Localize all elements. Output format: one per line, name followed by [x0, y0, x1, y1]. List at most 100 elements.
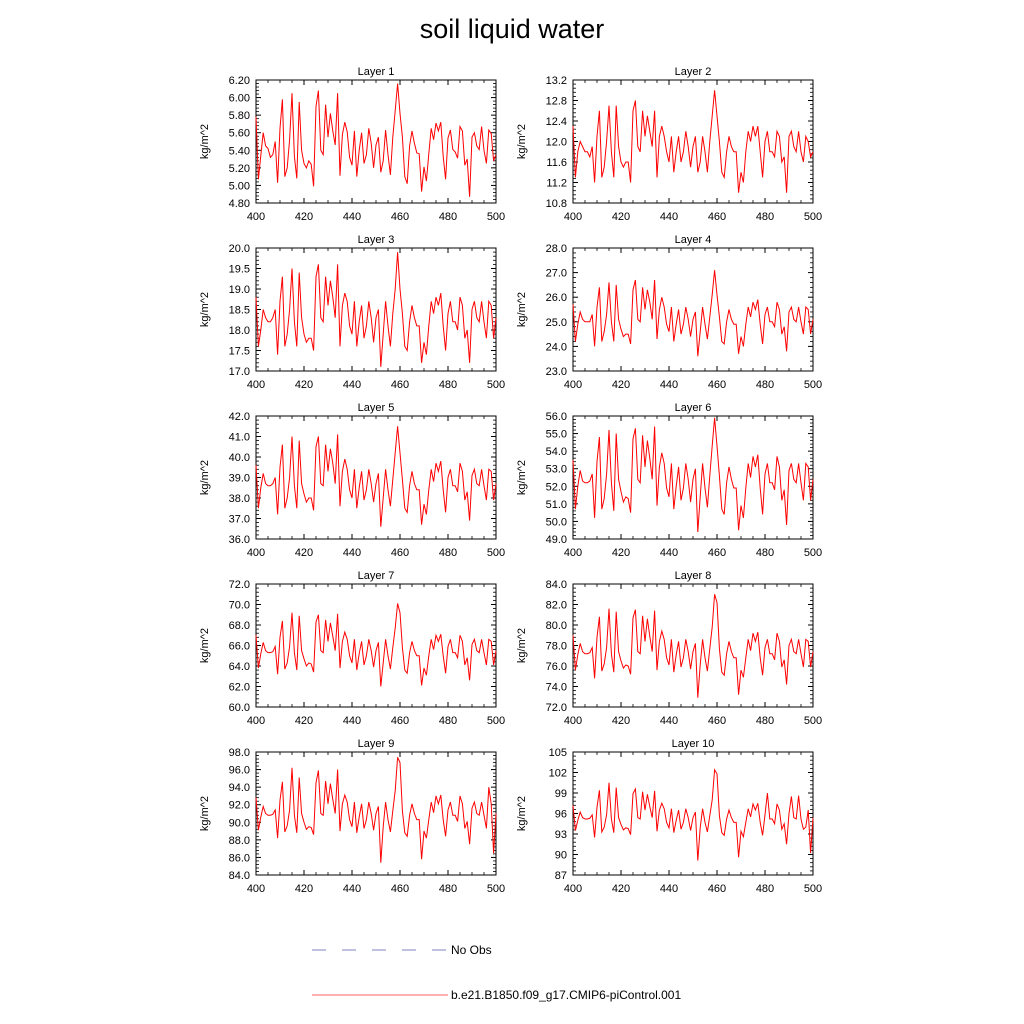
- x-tick-label: 420: [612, 547, 630, 559]
- y-tick-label: 72.0: [229, 579, 250, 591]
- y-tick-label: 42.0: [229, 411, 250, 423]
- y-tick-label: 24.0: [546, 341, 567, 353]
- y-tick-label: 92.0: [229, 800, 250, 812]
- y-tick-label: 5.20: [229, 163, 250, 175]
- panel-title: Layer 5: [358, 402, 395, 414]
- y-tick-label: 80.0: [546, 620, 567, 632]
- panel-8: Layer 8 72.0 74.0 76.0 78.0 80.0 82.0 84.0 400 42…: [516, 570, 822, 727]
- series-line: [572, 594, 814, 698]
- series-line: [255, 603, 497, 687]
- y-tick-label: 49.0: [546, 534, 567, 546]
- x-tick-label: 440: [660, 715, 678, 727]
- y-tick-label: 25.0: [546, 317, 567, 329]
- y-axis-label: kg/m^2: [199, 796, 211, 831]
- y-tick-label: 62.0: [229, 682, 250, 694]
- x-tick-label: 440: [343, 211, 361, 223]
- y-tick-label: 52.0: [546, 481, 567, 493]
- x-tick-label: 500: [487, 883, 505, 895]
- x-tick-label: 460: [391, 715, 409, 727]
- x-tick-label: 400: [247, 211, 265, 223]
- x-tick-label: 420: [295, 547, 313, 559]
- x-tick-label: 500: [487, 547, 505, 559]
- x-tick-label: 460: [391, 883, 409, 895]
- x-tick-label: 480: [439, 715, 457, 727]
- y-tick-label: 98.0: [229, 747, 250, 759]
- x-tick-label: 500: [487, 715, 505, 727]
- panel-title: Layer 9: [358, 738, 395, 750]
- series-line: [255, 83, 497, 197]
- y-tick-label: 88.0: [229, 835, 250, 847]
- y-axis-label: kg/m^2: [516, 460, 528, 495]
- x-tick-label: 440: [660, 379, 678, 391]
- series-line: [255, 757, 497, 863]
- panel-9: Layer 9 84.0 86.0 88.0 90.0 92.0 94.0 96.0 98.0 4…: [199, 738, 505, 895]
- x-tick-label: 420: [295, 211, 313, 223]
- x-tick-label: 480: [756, 715, 774, 727]
- y-tick-label: 11.2: [546, 178, 567, 190]
- y-tick-label: 38.0: [229, 493, 250, 505]
- y-tick-label: 6.00: [229, 93, 250, 105]
- y-axis-label: kg/m^2: [516, 796, 528, 831]
- plot-frame: [572, 751, 814, 876]
- y-axis-label: kg/m^2: [516, 628, 528, 663]
- panel-2: Layer 2 10.8 11.2 11.6 12.0 12.4 12.8 13.2 400 42…: [516, 66, 822, 223]
- x-tick-label: 500: [804, 211, 822, 223]
- panel-title: Layer 8: [675, 570, 712, 582]
- y-tick-label: 87: [555, 870, 567, 882]
- x-tick-label: 440: [343, 379, 361, 391]
- y-tick-label: 56.0: [546, 411, 567, 423]
- x-tick-label: 420: [295, 379, 313, 391]
- y-tick-label: 4.80: [229, 198, 250, 210]
- x-tick-label: 420: [295, 883, 313, 895]
- plot-frame: [572, 79, 814, 204]
- y-axis-label: kg/m^2: [516, 124, 528, 159]
- x-tick-label: 460: [391, 547, 409, 559]
- panel-title: Layer 7: [358, 570, 395, 582]
- panel-title: Layer 10: [672, 738, 715, 750]
- x-tick-label: 420: [612, 379, 630, 391]
- x-tick-label: 400: [564, 715, 582, 727]
- plot-frame: [255, 583, 497, 708]
- y-tick-label: 68.0: [229, 620, 250, 632]
- x-tick-label: 480: [439, 547, 457, 559]
- x-tick-label: 440: [660, 547, 678, 559]
- x-tick-label: 460: [391, 211, 409, 223]
- x-tick-label: 500: [804, 715, 822, 727]
- y-axis-label: kg/m^2: [199, 628, 211, 663]
- panel-7: Layer 7 60.0 62.0 64.0 66.0 68.0 70.0 72.0 400 42…: [199, 570, 505, 727]
- plot-frame: [255, 247, 497, 372]
- x-tick-label: 480: [756, 547, 774, 559]
- x-tick-label: 480: [756, 379, 774, 391]
- x-tick-label: 400: [564, 883, 582, 895]
- y-tick-label: 76.0: [546, 661, 567, 673]
- y-tick-label: 40.0: [229, 452, 250, 464]
- x-tick-label: 440: [343, 547, 361, 559]
- y-tick-label: 19.0: [229, 284, 250, 296]
- y-tick-label: 12.4: [546, 116, 567, 128]
- y-tick-label: 74.0: [546, 682, 567, 694]
- x-tick-label: 400: [247, 715, 265, 727]
- x-tick-label: 400: [564, 211, 582, 223]
- y-tick-label: 41.0: [229, 432, 250, 444]
- y-tick-label: 18.0: [229, 325, 250, 337]
- y-tick-label: 60.0: [229, 702, 250, 714]
- y-tick-label: 10.8: [546, 198, 567, 210]
- y-tick-label: 94.0: [229, 782, 250, 794]
- y-tick-label: 17.0: [229, 366, 250, 378]
- series-line: [255, 252, 497, 367]
- panel-title: Layer 2: [675, 66, 712, 78]
- y-tick-label: 5.40: [229, 145, 250, 157]
- panel-title: Layer 3: [358, 234, 395, 246]
- y-tick-label: 54.0: [546, 446, 567, 458]
- y-tick-label: 27.0: [546, 268, 567, 280]
- x-tick-label: 420: [612, 211, 630, 223]
- y-tick-label: 53.0: [546, 464, 567, 476]
- panel-title: Layer 6: [675, 402, 712, 414]
- x-tick-label: 480: [756, 211, 774, 223]
- x-tick-label: 480: [439, 883, 457, 895]
- y-tick-label: 93: [555, 829, 567, 841]
- panel-title: Layer 1: [358, 66, 395, 78]
- y-axis-label: kg/m^2: [199, 460, 211, 495]
- y-tick-label: 23.0: [546, 366, 567, 378]
